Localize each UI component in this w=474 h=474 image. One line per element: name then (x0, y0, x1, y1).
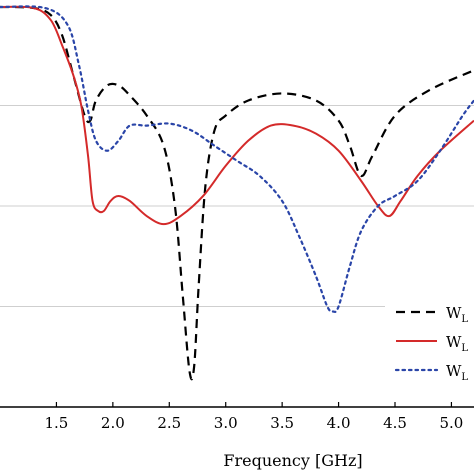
x-axis-label: Frequency [GHz] (223, 451, 362, 470)
x-ticks: 1.5 2.0 2.5 3.0 3.5 4.0 4.5 5.0 (44, 402, 463, 432)
series-layer (0, 5, 474, 381)
legend-label-main: W (446, 333, 462, 351)
x-tick-label: 2.5 (157, 414, 181, 432)
x-tick-label: 4.5 (383, 414, 407, 432)
x-tick-label: 1.5 (44, 414, 68, 432)
legend-label-subscript: L (461, 343, 468, 354)
series-line-1 (0, 5, 474, 381)
x-tick-label: 4.0 (327, 414, 351, 432)
legend-label-subscript: L (461, 314, 468, 325)
legend-label-1: WL (446, 304, 468, 325)
x-tick-label: 5.0 (439, 414, 463, 432)
x-tick-label: 3.0 (214, 414, 238, 432)
legend-label-2: WL (446, 333, 468, 354)
x-tick-label: 3.5 (270, 414, 294, 432)
x-tick-label: 2.0 (101, 414, 125, 432)
series-line-2 (0, 5, 474, 226)
legend-label-main: W (446, 362, 462, 380)
series-line-3 (0, 5, 474, 314)
legend-label-3: WL (446, 362, 468, 383)
legend-label-main: W (446, 304, 462, 322)
legend-label-subscript: L (461, 372, 468, 383)
